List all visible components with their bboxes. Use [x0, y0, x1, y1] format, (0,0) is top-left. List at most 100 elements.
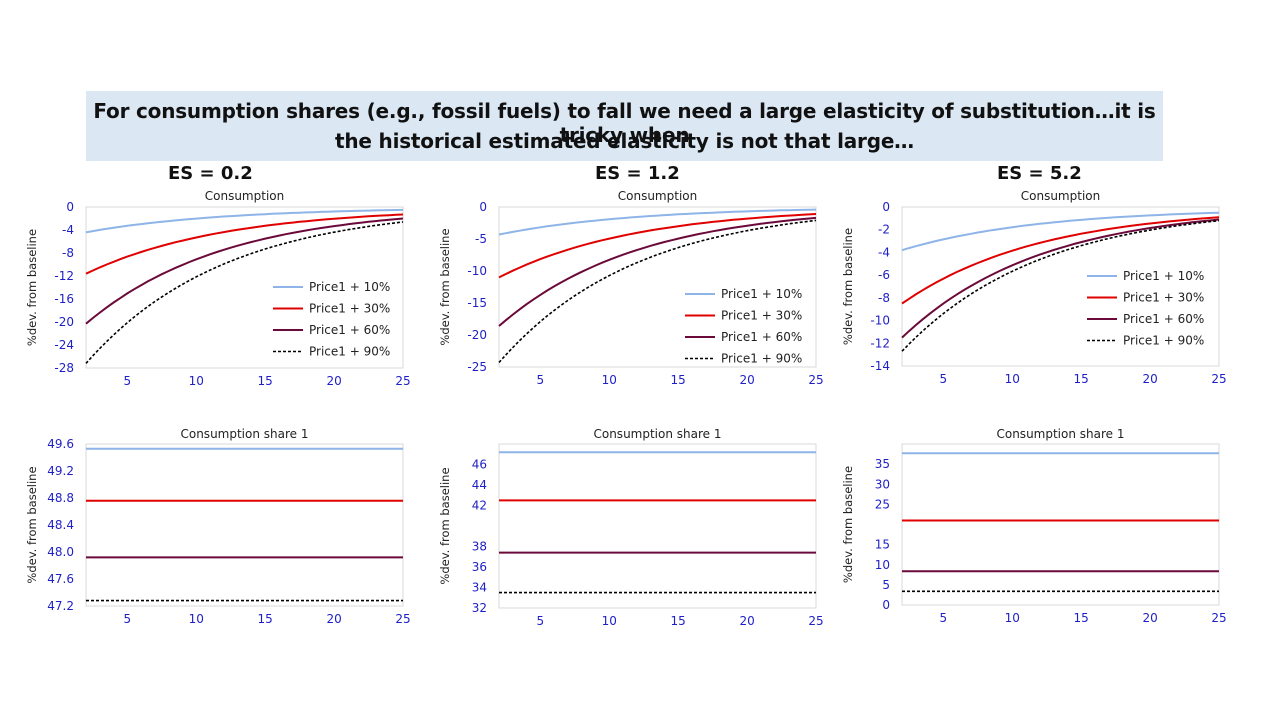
series-line-1 — [85, 208, 404, 234]
x-tick-label: 15 — [671, 373, 686, 387]
plot-area — [85, 206, 404, 369]
es-label-high: ES = 5.2 — [997, 163, 1082, 184]
legend-label: Price1 + 10% — [309, 280, 390, 294]
legend-label: Price1 + 30% — [721, 309, 802, 323]
series-line-2 — [85, 213, 404, 275]
y-tick-label: -4 — [62, 223, 74, 237]
legend-label: Price1 + 90% — [1123, 334, 1204, 348]
y-tick-label: 47.2 — [47, 599, 74, 613]
banner-line-1: For consumption shares (e.g., fossil fue… — [93, 99, 1156, 147]
x-tick-label: 20 — [1142, 372, 1157, 386]
chart-title: Consumption — [618, 189, 697, 203]
chart-panel-4: Consumption share 1 %dev. from baseline 49… — [25, 427, 411, 626]
x-tick-label: 15 — [1074, 611, 1089, 625]
series-line-1 — [498, 208, 817, 236]
y-tick-label: -25 — [467, 360, 487, 374]
series-line-1 — [901, 211, 1220, 252]
x-tick-label: 5 — [940, 372, 948, 386]
y-axis-label: %dev. from baseline — [438, 467, 452, 584]
legend-label: Price1 + 60% — [309, 323, 390, 337]
series-line-2 — [498, 213, 817, 279]
y-tick-label: 42 — [472, 499, 487, 513]
legend-label: Price1 + 90% — [309, 345, 390, 359]
y-tick-label: 15 — [875, 538, 890, 552]
y-axis-label: %dev. from baseline — [841, 466, 855, 583]
title-banner: For consumption shares (e.g., fossil fue… — [86, 91, 1163, 161]
legend-label: Price1 + 30% — [309, 302, 390, 316]
y-tick-label: -8 — [878, 291, 890, 305]
es-label-mid: ES = 1.2 — [595, 163, 680, 184]
y-tick-label: 49.6 — [47, 437, 74, 451]
banner-line-2: the historical estimated elasticity is n… — [335, 129, 914, 153]
x-tick-label: 25 — [1211, 372, 1226, 386]
x-tick-label: 25 — [395, 374, 410, 388]
x-tick-label: 15 — [1074, 372, 1089, 386]
series-line-3 — [85, 217, 404, 325]
y-tick-label: 38 — [472, 540, 487, 554]
y-tick-label: 25 — [875, 497, 890, 511]
series-line-4 — [498, 219, 817, 364]
x-tick-label: 20 — [326, 612, 341, 626]
y-tick-label: 0 — [882, 200, 890, 214]
y-tick-label: 32 — [472, 601, 487, 615]
series-line-3 — [901, 218, 1220, 339]
plot-area — [85, 443, 404, 607]
x-tick-label: 10 — [602, 373, 617, 387]
x-tick-label: 15 — [258, 374, 273, 388]
y-tick-label: 35 — [875, 457, 890, 471]
y-axis-label: %dev. from baseline — [25, 229, 39, 346]
x-tick-label: 20 — [326, 374, 341, 388]
chart-title: Consumption share 1 — [180, 427, 308, 441]
x-tick-label: 15 — [671, 614, 686, 628]
x-tick-label: 25 — [395, 612, 410, 626]
x-tick-label: 10 — [1005, 611, 1020, 625]
y-tick-label: -20 — [54, 315, 74, 329]
chart-title: Consumption share 1 — [996, 427, 1124, 441]
y-tick-label: 0 — [66, 200, 74, 214]
y-tick-label: 47.6 — [47, 572, 74, 586]
y-tick-label: -5 — [475, 232, 487, 246]
y-tick-label: 36 — [472, 560, 487, 574]
x-tick-label: 5 — [940, 611, 948, 625]
y-tick-label: -24 — [54, 338, 74, 352]
series-line-4 — [85, 221, 404, 364]
y-tick-label: 10 — [875, 558, 890, 572]
y-tick-label: -16 — [54, 292, 74, 306]
legend-label: Price1 + 10% — [1123, 269, 1204, 283]
chart-title: Consumption — [205, 189, 284, 203]
y-tick-label: 30 — [875, 477, 890, 491]
y-tick-label: -15 — [467, 296, 487, 310]
y-tick-label: 0 — [882, 598, 890, 612]
series-line-4 — [901, 219, 1220, 352]
x-tick-label: 5 — [124, 612, 132, 626]
legend-label: Price1 + 60% — [721, 330, 802, 344]
plot-area — [498, 443, 817, 609]
x-tick-label: 5 — [537, 614, 545, 628]
y-tick-label: -12 — [54, 269, 74, 283]
chart-title: Consumption — [1021, 189, 1100, 203]
y-tick-label: -6 — [878, 268, 890, 282]
series-line-3 — [498, 216, 817, 327]
plot-area — [901, 443, 1220, 606]
y-tick-label: 48.0 — [47, 545, 74, 559]
plot-area — [901, 206, 1220, 367]
x-tick-label: 10 — [189, 612, 204, 626]
y-tick-label: -12 — [870, 336, 890, 350]
chart-panel-1: Consumption %dev. from baseline 0 -4 -8 -12 -1… — [25, 189, 411, 388]
y-tick-label: 0 — [479, 200, 487, 214]
y-tick-label: -10 — [467, 264, 487, 278]
y-tick-label: -28 — [54, 361, 74, 375]
x-tick-label: 10 — [189, 374, 204, 388]
x-tick-label: 10 — [1005, 372, 1020, 386]
x-tick-label: 5 — [124, 374, 132, 388]
x-tick-label: 25 — [808, 614, 823, 628]
y-tick-label: 48.8 — [47, 491, 74, 505]
y-tick-label: 46 — [472, 458, 487, 472]
legend-label: Price1 + 30% — [1123, 291, 1204, 305]
y-tick-label: 5 — [882, 578, 890, 592]
series-line-2 — [901, 216, 1220, 305]
y-tick-label: -14 — [870, 359, 890, 373]
chart-panel-3: Consumption %dev. from baseline 0 -2 -4 -6 -8 -… — [841, 189, 1227, 386]
chart-title: Consumption share 1 — [593, 427, 721, 441]
